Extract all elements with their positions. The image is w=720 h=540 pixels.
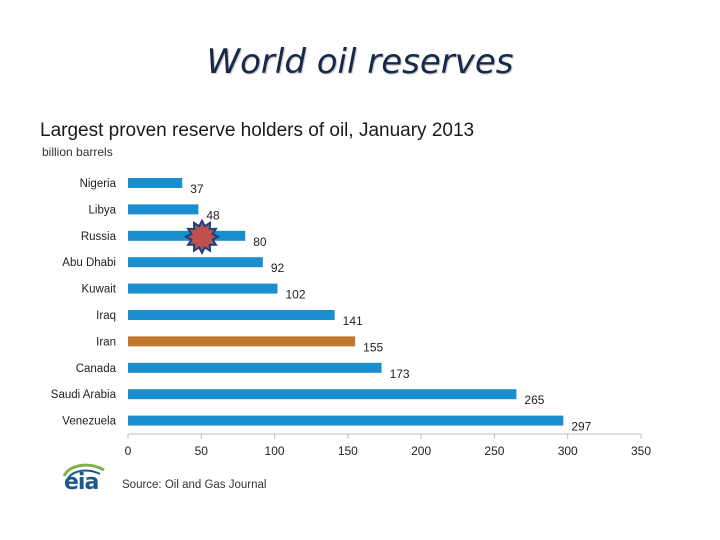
value-label-venezuela: 297 bbox=[571, 420, 591, 434]
star-marker-icon bbox=[183, 218, 221, 255]
category-label-kuwait: Kuwait bbox=[81, 284, 116, 296]
value-label-iraq: 141 bbox=[343, 314, 363, 328]
x-tick-label: 50 bbox=[195, 444, 209, 458]
x-tick-label: 250 bbox=[484, 444, 504, 458]
bar-abu-dhabi bbox=[128, 257, 263, 268]
bar-nigeria bbox=[128, 178, 183, 188]
category-label-canada: Canada bbox=[76, 363, 117, 375]
bar-venezuela bbox=[128, 415, 564, 426]
value-label-iran: 155 bbox=[363, 340, 383, 354]
slide-title: World oil reserves bbox=[206, 42, 514, 82]
category-label-abu-dhabi: Abu Dhabi bbox=[62, 257, 116, 269]
value-label-kuwait: 102 bbox=[286, 288, 306, 302]
category-label-russia: Russia bbox=[81, 231, 117, 243]
category-label-venezuela: Venezuela bbox=[62, 416, 116, 428]
category-label-nigeria: Nigeria bbox=[80, 178, 117, 190]
eia-logo-text: eia bbox=[64, 470, 99, 495]
source-note: Source: Oil and Gas Journal bbox=[122, 479, 267, 491]
value-label-nigeria: 37 bbox=[190, 182, 204, 196]
value-label-russia: 80 bbox=[253, 235, 267, 249]
value-label-libya: 48 bbox=[206, 208, 220, 222]
bar-iraq bbox=[128, 310, 335, 320]
value-label-saudi-arabia: 265 bbox=[524, 393, 544, 407]
value-label-abu-dhabi: 92 bbox=[271, 261, 285, 275]
category-label-iran: Iran bbox=[96, 336, 116, 348]
category-label-saudi-arabia: Saudi Arabia bbox=[51, 389, 117, 401]
x-tick-label: 0 bbox=[125, 444, 132, 458]
bar-canada bbox=[128, 362, 382, 373]
chart-subtitle: billion barrels bbox=[42, 145, 113, 159]
bar-saudi-arabia bbox=[128, 389, 517, 400]
x-tick-label: 150 bbox=[338, 444, 358, 458]
category-label-libya: Libya bbox=[89, 204, 117, 216]
x-tick-label: 350 bbox=[631, 444, 651, 458]
value-label-canada: 173 bbox=[390, 367, 410, 381]
category-label-iraq: Iraq bbox=[96, 310, 116, 322]
bar-iran bbox=[128, 336, 356, 347]
eia-logo-icon bbox=[62, 463, 105, 479]
bar-kuwait bbox=[128, 283, 278, 294]
bar-libya bbox=[128, 204, 199, 215]
chart-title: Largest proven reserve holders of oil, J… bbox=[40, 120, 475, 141]
x-tick-label: 300 bbox=[558, 444, 578, 458]
x-tick-label: 200 bbox=[411, 444, 431, 458]
x-tick-label: 100 bbox=[265, 444, 285, 458]
